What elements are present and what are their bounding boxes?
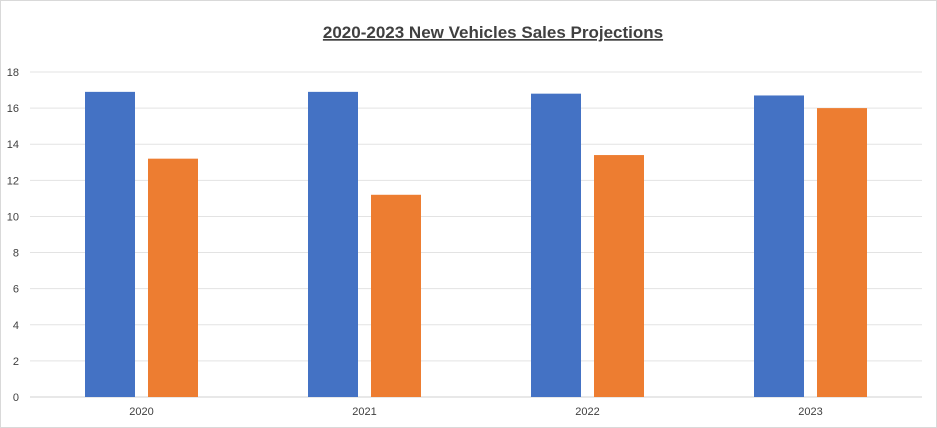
bar-series-2-2023 bbox=[817, 108, 867, 397]
y-tick-label: 10 bbox=[7, 211, 19, 223]
y-tick-label: 12 bbox=[7, 175, 19, 187]
bar-series-1-2020 bbox=[85, 91, 135, 397]
x-axis: 2020 2021 2022 2023 bbox=[129, 406, 822, 418]
y-axis: 0 2 4 6 8 10 12 14 16 18 bbox=[7, 67, 19, 404]
bar-series-1-2022 bbox=[531, 93, 581, 398]
y-tick-label: 6 bbox=[13, 284, 19, 296]
bar-series-1-2023 bbox=[754, 95, 804, 397]
bar-series-2-2020 bbox=[148, 158, 198, 397]
y-tick-label: 0 bbox=[13, 392, 19, 404]
x-tick-label: 2023 bbox=[798, 406, 822, 418]
chart-title: 2020-2023 New Vehicles Sales Projections bbox=[323, 23, 663, 42]
y-tick-label: 4 bbox=[13, 320, 19, 332]
bars bbox=[85, 91, 867, 398]
bar-series-1-2021 bbox=[308, 91, 358, 397]
y-tick-label: 14 bbox=[7, 139, 19, 151]
y-tick-label: 16 bbox=[7, 103, 19, 115]
x-tick-label: 2020 bbox=[129, 406, 153, 418]
bar-series-2-2022 bbox=[594, 155, 644, 397]
x-tick-label: 2022 bbox=[575, 406, 599, 418]
bar-series-2-2021 bbox=[371, 194, 421, 397]
x-tick-label: 2021 bbox=[352, 406, 376, 418]
y-tick-label: 8 bbox=[13, 248, 19, 260]
y-tick-label: 18 bbox=[7, 67, 19, 79]
y-tick-label: 2 bbox=[13, 356, 19, 368]
